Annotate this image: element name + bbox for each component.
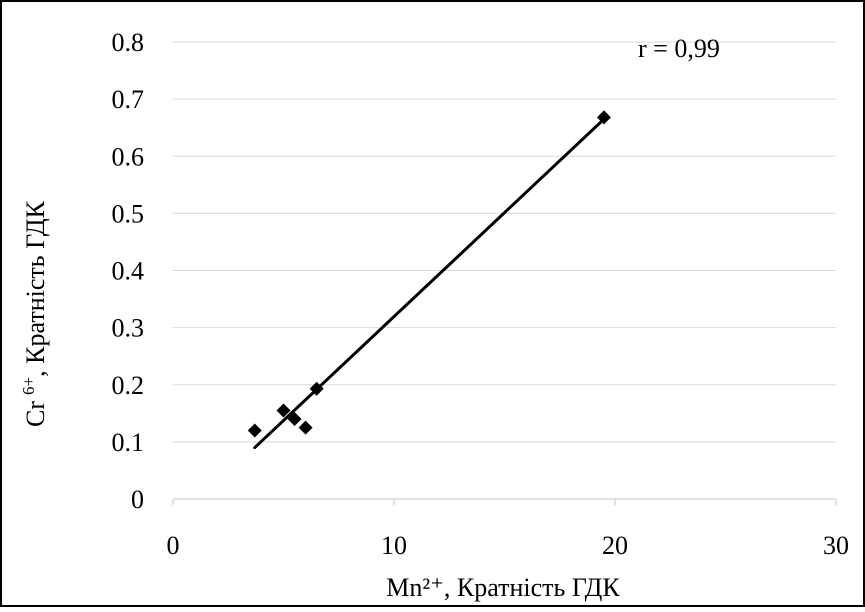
x-tick-label: 30: [823, 531, 849, 560]
data-point: [287, 412, 302, 427]
data-points: [247, 110, 611, 438]
data-point: [309, 381, 324, 396]
y-tick-label: 0.1: [112, 428, 145, 457]
data-point: [298, 420, 313, 435]
y-tick-label: 0: [131, 485, 144, 514]
x-tick-label: 0: [167, 531, 180, 560]
y-tick-label: 0.7: [112, 85, 145, 114]
y-tick-labels: 0 0.1 0.2 0.3 0.4 0.5 0.6 0.7 0.8: [112, 28, 145, 514]
x-axis: [172, 498, 837, 505]
x-tick-label: 10: [381, 531, 407, 560]
y-tick-label: 0.8: [112, 28, 145, 57]
data-point: [247, 423, 262, 438]
trendline-line: [253, 117, 606, 450]
y-tick-label: 0.6: [112, 142, 145, 171]
y-tick-label: 0.5: [112, 199, 145, 228]
x-tick-labels: 0 10 20 30: [167, 531, 850, 560]
data-point: [596, 110, 611, 125]
data-point: [276, 403, 291, 418]
x-axis-title: Mn²⁺, Кратність ГДК: [386, 573, 620, 602]
trendline: [253, 117, 606, 450]
x-tick-label: 20: [602, 531, 628, 560]
y-axis-title-rest: , Кратність ГДК: [21, 200, 50, 376]
y-axis-title: Cr 6+, Кратність ГДК: [19, 200, 50, 427]
correlation-annotation: r = 0,99: [638, 34, 720, 63]
y-axis-title-main: Cr: [21, 401, 50, 427]
y-tick-label: 0.4: [112, 257, 145, 286]
y-axis-title-sup: 6+: [19, 377, 38, 395]
y-tick-label: 0.2: [112, 371, 145, 400]
y-tick-label: 0.3: [112, 314, 145, 343]
